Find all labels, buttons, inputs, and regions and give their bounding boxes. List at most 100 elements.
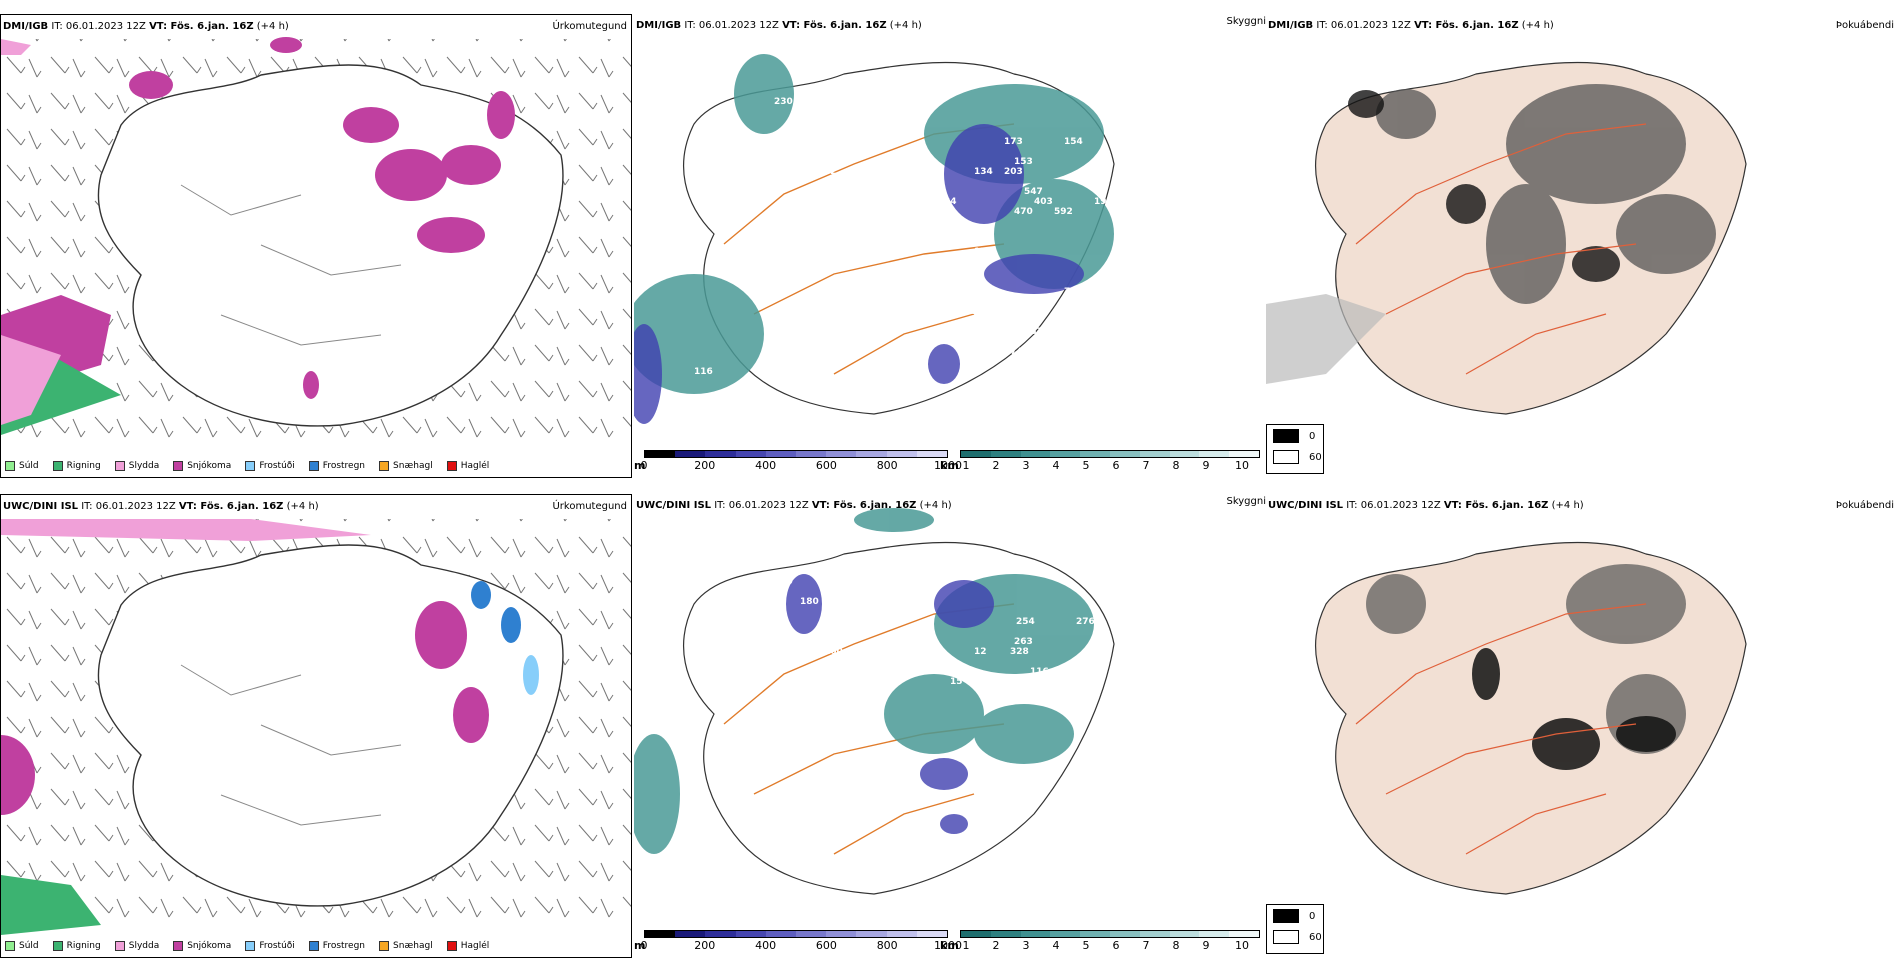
colorbar-bin <box>826 451 857 457</box>
panel-type-label: Þokuábendi <box>1835 500 1894 511</box>
cloud-base-label: 276 <box>1076 617 1095 627</box>
cloud-base-label: 138 <box>794 117 813 127</box>
cloud-base-label: 116 <box>694 367 713 377</box>
cloud-base-label: 328 <box>1010 647 1029 657</box>
colorbar-bin <box>886 451 917 457</box>
cloud-base-label: 263 <box>1014 637 1033 647</box>
fog-map <box>1315 541 1747 895</box>
legend-item: Rigning <box>52 461 101 471</box>
legend-swatch <box>173 461 184 471</box>
cloud-base-unit: m <box>634 459 646 472</box>
cloud-base-label: 574 <box>1004 347 1023 357</box>
legend-item: Snæhagl <box>379 461 433 471</box>
panel-header: UWC/DINI ISL IT: 06.01.2023 12Z VT: Fös.… <box>3 501 319 512</box>
cloud-base-label: 134 <box>974 167 993 177</box>
fog-swatch <box>1273 429 1299 443</box>
colorbar-bin <box>765 451 797 457</box>
cloud-base-label: 15 <box>950 677 963 687</box>
precip-map <box>1 519 631 935</box>
cloud-base-label: 173 <box>830 667 849 677</box>
cloud-base-label: 72 <box>804 147 817 157</box>
cloud-base-label: 73 <box>1064 287 1077 297</box>
cloud-panel-row1: UWC/DINI ISL IT: 06.01.2023 12Z VT: Fös.… <box>634 494 1266 958</box>
cloud-base-label: 154 <box>1064 137 1083 147</box>
panel-header: DMI/IGB IT: 06.01.2023 12Z VT: Fös. 6.ja… <box>3 21 289 32</box>
precip-panel-row0: DMI/IGB IT: 06.01.2023 12Z VT: Fös. 6.ja… <box>0 14 632 478</box>
visibility-unit: km <box>940 939 959 952</box>
panel-header: DMI/IGB IT: 06.01.2023 12Z VT: Fös. 6.ja… <box>1268 20 1554 31</box>
legend-swatch <box>245 461 256 471</box>
colorbar-ticks: 0 200 400 600 800 1000 <box>640 939 963 952</box>
colorbar-ticks: 1 2 3 4 5 6 7 8 9 10 <box>962 939 1250 952</box>
cloud-panel-row0: DMI/IGB IT: 06.01.2023 12Z VT: Fös. 6.ja… <box>634 14 1266 478</box>
cloud-base-label: 180 <box>800 597 819 607</box>
cloud-base-label: 305 <box>1094 347 1113 357</box>
colorbar-bin <box>645 451 676 457</box>
cloud-base-label: 121 <box>1060 687 1079 697</box>
fog-legend: 0 60 <box>1266 424 1324 474</box>
fog-swatch <box>1273 909 1299 923</box>
colorbar-ticks: 0 200 400 600 800 1000 <box>640 459 963 472</box>
legend-swatch <box>5 461 15 471</box>
legend-swatch <box>52 461 63 471</box>
colorbar-strip <box>644 450 948 458</box>
legend-swatch <box>379 461 390 471</box>
precip-panel-row1: UWC/DINI ISL IT: 06.01.2023 12Z VT: Fös.… <box>0 494 632 958</box>
precip-map <box>1 37 631 449</box>
cloud-base-label: 192 <box>1094 197 1113 207</box>
cloud-base-label: 547 <box>1024 187 1043 197</box>
panel-type-label: Þokuábendi <box>1835 20 1894 31</box>
cloud-base-label: 34 <box>944 197 957 207</box>
legend-swatch <box>446 461 457 471</box>
panel-type-label: Úrkomutegund <box>552 21 627 32</box>
fog-panel-row1: UWC/DINI ISL IT: 06.01.2023 12Z VT: Fös.… <box>1266 494 1898 958</box>
panel-header: UWC/DINI ISL IT: 06.01.2023 12Z VT: Fös.… <box>636 500 952 511</box>
cloud-base-label: 104 <box>1114 217 1133 227</box>
cloud-base-label: 203 <box>1004 167 1023 177</box>
cloud-base-label: 130 <box>714 397 733 407</box>
fog-swatch <box>1273 930 1299 944</box>
fog-swatch <box>1273 450 1299 464</box>
fog-map <box>1266 61 1747 415</box>
fog-panel-row0: DMI/IGB IT: 06.01.2023 12Z VT: Fös. 6.ja… <box>1266 14 1898 478</box>
colorbar-strip <box>960 930 1260 938</box>
colorbar-ticks: 1 2 3 4 5 6 7 8 9 10 <box>962 459 1250 472</box>
cloud-base-label: 168 <box>824 187 843 197</box>
cloud-base-label: 54 <box>924 417 937 427</box>
cloud-base-label: 160 <box>824 647 843 657</box>
cloud-base-colorbar: 0 200 400 600 800 1000 <box>640 450 963 472</box>
cloud-base-label: 173 <box>1004 137 1023 147</box>
legend-item: Frostúði <box>245 461 295 471</box>
legend-swatch <box>114 461 125 471</box>
legend-item: Slydda <box>114 461 159 471</box>
cloud-base-label: 287 <box>1024 327 1043 337</box>
visibility-unit: km <box>940 459 959 472</box>
panel-header: UWC/DINI ISL IT: 06.01.2023 12Z VT: Fös.… <box>1268 500 1584 511</box>
colorbar-strip <box>960 450 1260 458</box>
cloud-base-label: 592 <box>1054 207 1073 217</box>
cloud-base-label: 140 <box>1114 317 1133 327</box>
panel-type-label: Skyggni <box>1226 496 1266 507</box>
legend-item: Súld <box>5 461 39 471</box>
cloud-base-unit: m <box>634 939 646 952</box>
legend-item: Frostregn <box>308 461 365 471</box>
precip-legend: Súld Rigning Slydda Snjókoma Frostúði Fr… <box>5 941 489 951</box>
visibility-colorbar: 1 2 3 4 5 6 7 8 9 10 <box>960 930 1260 952</box>
precip-legend: Súld Rigning Slydda Snjókoma Frostúði Fr… <box>5 461 489 471</box>
legend-item: Snjókoma <box>173 461 231 471</box>
cloud-base-label: 140 <box>774 577 793 587</box>
cloud-base-label: 230 <box>774 97 793 107</box>
cloud-base-label: 115 <box>954 407 973 417</box>
cloud-base-label: 116 <box>1030 667 1049 677</box>
panel-type-label: Skyggni <box>1226 16 1266 27</box>
cloud-base-label: 200 <box>1014 687 1033 697</box>
cloud-base-label: 02 <box>824 167 837 177</box>
cloud-base-label: 12 <box>974 647 987 657</box>
colorbar-bin <box>916 451 948 457</box>
cloud-base-label: 41 <box>1106 677 1119 687</box>
colorbar-bin <box>856 451 887 457</box>
visibility-colorbar: 1 2 3 4 5 6 7 8 9 10 <box>960 450 1260 472</box>
